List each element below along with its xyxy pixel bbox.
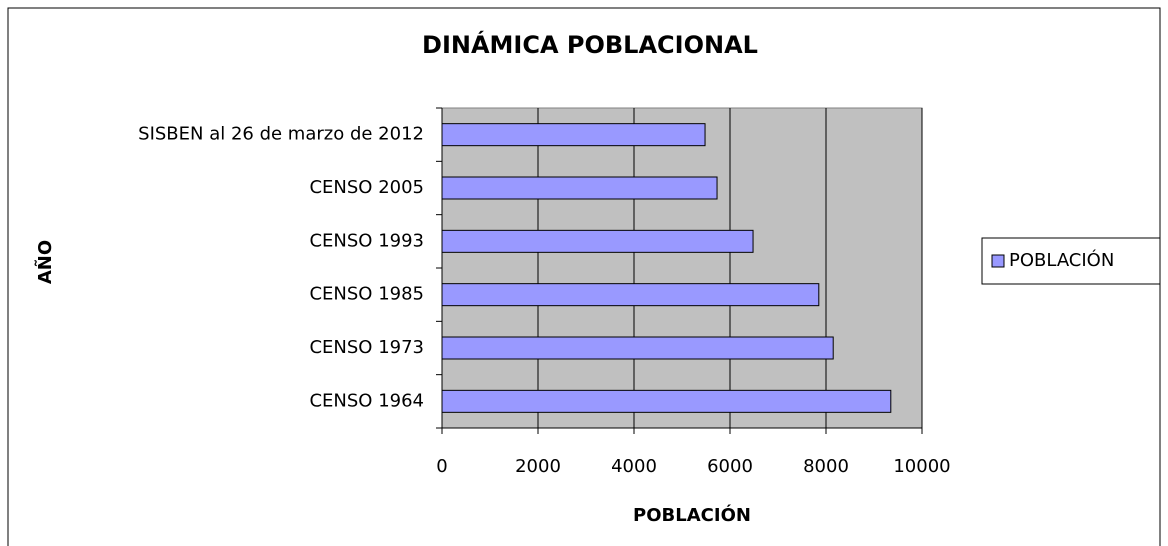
- bar: [441, 176, 718, 200]
- y-tick-label: SISBEN al 26 de marzo de 2012: [138, 124, 424, 145]
- chart-title: DINÁMICA POBLACIONAL: [422, 30, 758, 59]
- y-tick-label: CENSO 2005: [309, 177, 424, 198]
- x-tick-label: 0: [436, 456, 447, 477]
- y-tick-label: CENSO 1964: [309, 390, 424, 411]
- x-axis-title: POBLACIÓN: [633, 504, 751, 526]
- y-tick-label: CENSO 1993: [309, 230, 424, 251]
- legend-swatch: [991, 254, 1005, 268]
- x-tick-label: 6000: [707, 456, 753, 477]
- x-tick-label: 8000: [803, 456, 849, 477]
- bar: [441, 389, 892, 413]
- x-tick-label: 10000: [893, 456, 950, 477]
- y-tick-label: CENSO 1973: [309, 337, 424, 358]
- bar: [441, 336, 834, 360]
- y-tick-label: CENSO 1985: [309, 284, 424, 305]
- x-tick-label: 2000: [515, 456, 561, 477]
- bar: [441, 229, 754, 253]
- x-tick-label: 4000: [611, 456, 657, 477]
- bar: [441, 123, 706, 147]
- plot-area: [441, 107, 923, 429]
- bar: [441, 283, 820, 307]
- legend-label: POBLACIÓN: [1009, 249, 1114, 271]
- legend-box: [981, 237, 1161, 285]
- y-axis-title: AÑO: [33, 240, 56, 284]
